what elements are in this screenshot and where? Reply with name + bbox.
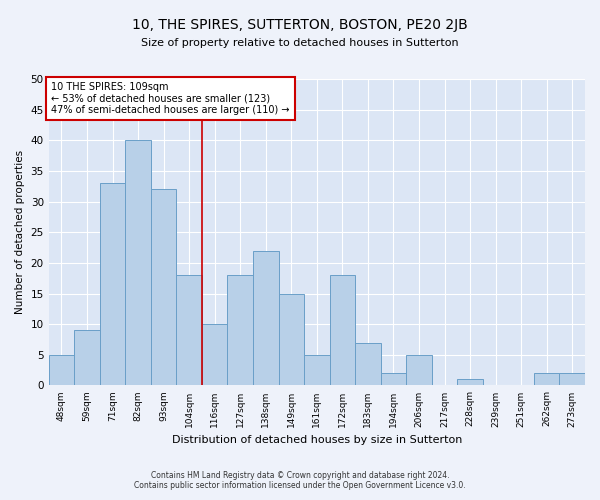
Bar: [380, 373, 406, 386]
Bar: [100, 183, 125, 386]
Bar: [125, 140, 151, 386]
Bar: [329, 275, 355, 386]
Bar: [559, 373, 585, 386]
Text: 10, THE SPIRES, SUTTERTON, BOSTON, PE20 2JB: 10, THE SPIRES, SUTTERTON, BOSTON, PE20 …: [132, 18, 468, 32]
Text: 10 THE SPIRES: 109sqm
← 53% of detached houses are smaller (123)
47% of semi-det: 10 THE SPIRES: 109sqm ← 53% of detached …: [52, 82, 290, 116]
Text: Size of property relative to detached houses in Sutterton: Size of property relative to detached ho…: [141, 38, 459, 48]
Bar: [253, 250, 278, 386]
Bar: [457, 380, 483, 386]
Y-axis label: Number of detached properties: Number of detached properties: [15, 150, 25, 314]
Bar: [49, 355, 74, 386]
Bar: [278, 294, 304, 386]
Bar: [74, 330, 100, 386]
X-axis label: Distribution of detached houses by size in Sutterton: Distribution of detached houses by size …: [172, 435, 462, 445]
Bar: [151, 190, 176, 386]
Bar: [202, 324, 227, 386]
Bar: [304, 355, 329, 386]
Bar: [534, 373, 559, 386]
Bar: [176, 275, 202, 386]
Bar: [406, 355, 432, 386]
Bar: [355, 342, 380, 386]
Text: Contains HM Land Registry data © Crown copyright and database right 2024.
Contai: Contains HM Land Registry data © Crown c…: [134, 470, 466, 490]
Bar: [227, 275, 253, 386]
